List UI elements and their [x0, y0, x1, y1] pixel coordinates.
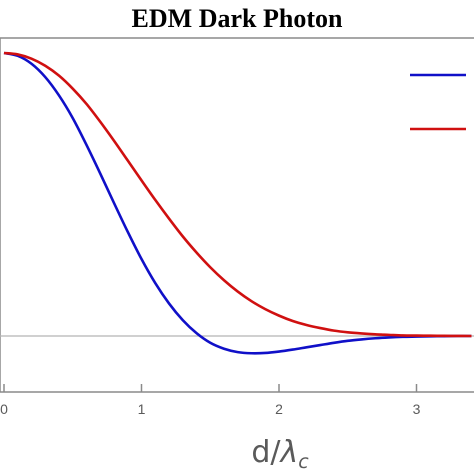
series-line-blue — [3, 51, 472, 355]
series-line-red — [3, 51, 472, 338]
x-axis-label-subscript: c — [298, 451, 309, 473]
x-tick-label-0: 0 — [0, 401, 8, 417]
x-tick-label-3: 3 — [413, 401, 421, 417]
x-axis-label-prefix: d/ — [251, 435, 281, 470]
x-ticks — [3, 384, 418, 392]
x-tick-label-2: 2 — [275, 401, 283, 417]
chart-title: EDM Dark Photon — [132, 4, 343, 33]
x-axis-label-symbol: λ — [278, 435, 298, 470]
x-tick-label-1: 1 — [138, 401, 146, 417]
x-axis-label: d/λc — [251, 435, 309, 473]
